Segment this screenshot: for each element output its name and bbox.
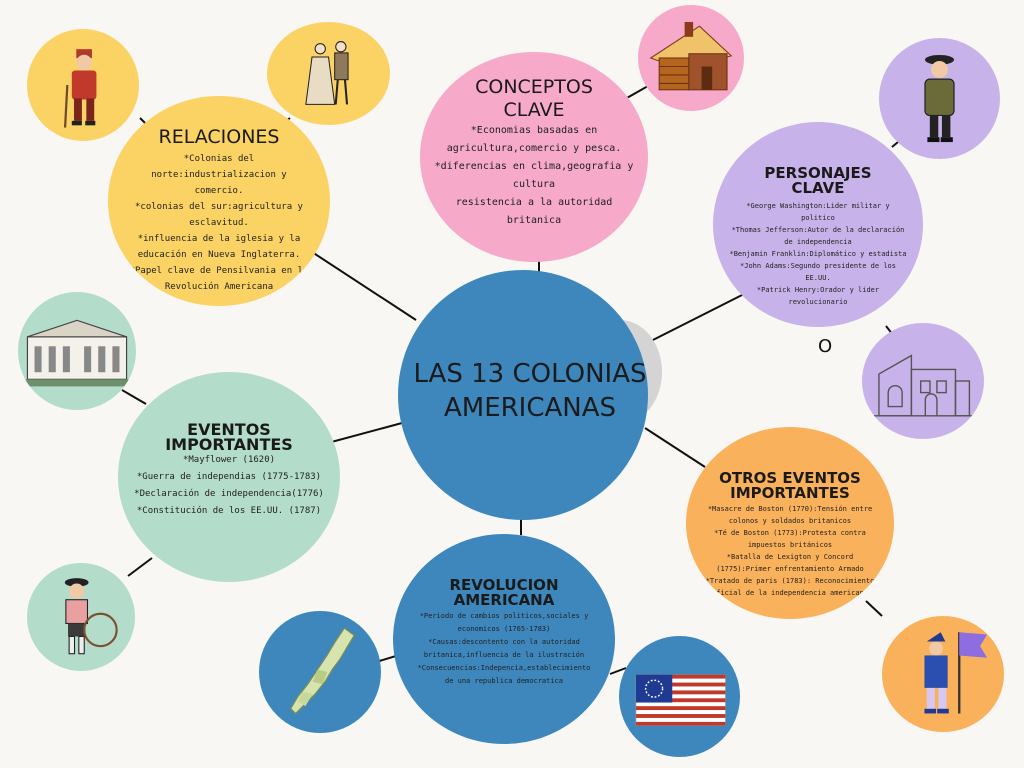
line-eventos-img2	[127, 557, 153, 577]
list-item: *Consecuencias:Indepencia,establecimient…	[417, 664, 591, 685]
eventos-list: *Mayflower (1620) *Guerra de independias…	[134, 452, 324, 520]
relaciones-bubble: RELACIONES *Colonias del norte:industria…	[108, 96, 330, 306]
list-item: *Masacre de Boston (1770):Tensión entre …	[707, 505, 873, 525]
list-item: *George Washington:Lider militar y polit…	[746, 202, 890, 222]
list-item: *Benjamin Franklin:Diplomático y estadis…	[729, 250, 907, 258]
conceptos-bubble: CONCEPTOS CLAVE *Economias basadas en ag…	[420, 52, 648, 262]
list-item: *Declaración de independencia(1776)	[134, 489, 324, 499]
center-bubble	[398, 270, 648, 520]
stray-mark: O	[818, 336, 833, 357]
list-item: resistencia a la autoridad britanica	[455, 197, 613, 226]
eventos-title: EVENTOS IMPORTANTES	[165, 420, 293, 454]
list-item: *Té de Boston (1773):Protesta contra imp…	[714, 529, 866, 549]
personajes-bubble: PERSONAJES CLAVE *George Washington:Lide…	[713, 122, 923, 327]
american-flag-icon	[619, 636, 740, 757]
personajes-list: *George Washington:Lider militar y polit…	[729, 200, 907, 308]
list-item: *influencia de la iglesia y la educación…	[137, 234, 301, 260]
line-personajes	[642, 291, 749, 346]
founding-father-icon	[879, 38, 1000, 159]
revolucion-bubble: REVOLUCION AMERICANA *Periodo de cambios…	[393, 534, 615, 744]
list-item: *Guerra de independias (1775-1783)	[136, 472, 322, 482]
revolucion-list: *Periodo de cambios politicos,sociales y…	[415, 610, 593, 688]
eventos-bubble: EVENTOS IMPORTANTES *Mayflower (1620) *G…	[118, 372, 340, 582]
list-item: *Mayflower (1620)	[182, 455, 276, 465]
list-item: *Causas:descontento con la autoridad bri…	[423, 638, 585, 659]
line-revolucion-img2	[609, 667, 627, 675]
relaciones-title: RELACIONES	[158, 126, 280, 148]
boy-with-hoop-icon	[27, 563, 135, 671]
otros-list: *Masacre de Boston (1770):Tensión entre …	[700, 503, 880, 599]
colonies-map-icon	[259, 611, 381, 733]
list-item: *Thomas Jefferson:Autor de la declaració…	[731, 226, 905, 246]
personajes-title: PERSONAJES CLAVE	[764, 164, 872, 197]
list-item: *Patrick Henry:Orador y lider revolucion…	[756, 286, 880, 306]
list-item: *Periodo de cambios politicos,sociales y…	[419, 612, 589, 633]
relaciones-list: *Colonias del norte:industrializacion y …	[126, 151, 312, 295]
line-eventos	[323, 422, 403, 445]
list-item: *Papel clave de Pensilvania en la Revolu…	[129, 266, 309, 292]
line-eventos-img1	[121, 389, 147, 405]
otros-bubble: OTROS EVENTOS IMPORTANTES *Masacre de Bo…	[686, 427, 894, 619]
colonial-man-icon	[27, 29, 139, 141]
list-item: *diferencias en clima,geografia y cultur…	[434, 161, 634, 190]
government-building-icon	[18, 292, 136, 410]
soldier-with-flag-icon	[882, 616, 1004, 732]
line-otros	[644, 427, 706, 468]
center-title: LAS 13 COLONIAS AMERICANAS	[413, 359, 647, 423]
list-item: *John Adams:Segundo presidente de los EE…	[740, 262, 896, 282]
colonial-couple-icon	[267, 22, 390, 125]
list-item: *Economias basadas en agricultura,comerc…	[446, 125, 622, 154]
conceptos-list: *Economias basadas en agricultura,comerc…	[434, 122, 634, 230]
colonial-building-icon	[862, 323, 984, 439]
list-item: *Constitución de los EE.UU. (1787)	[136, 506, 322, 516]
line-otros-img	[865, 600, 883, 617]
line-relaciones	[311, 251, 417, 321]
otros-title: OTROS EVENTOS IMPORTANTES	[719, 469, 861, 502]
conceptos-title: CONCEPTOS CLAVE	[475, 76, 593, 121]
list-item: *Tratado de paris (1783): Reconocimiento…	[705, 577, 875, 597]
log-cabin-icon	[638, 5, 744, 111]
list-item: *Batalla de Lexigton y Concord (1775):Pr…	[716, 553, 864, 573]
revolucion-title: REVOLUCION AMERICANA	[449, 576, 559, 609]
list-item: *colonias del sur:agricultura y esclavit…	[135, 202, 303, 228]
list-item: *Colonias del norte:industrializacion y …	[151, 154, 287, 196]
